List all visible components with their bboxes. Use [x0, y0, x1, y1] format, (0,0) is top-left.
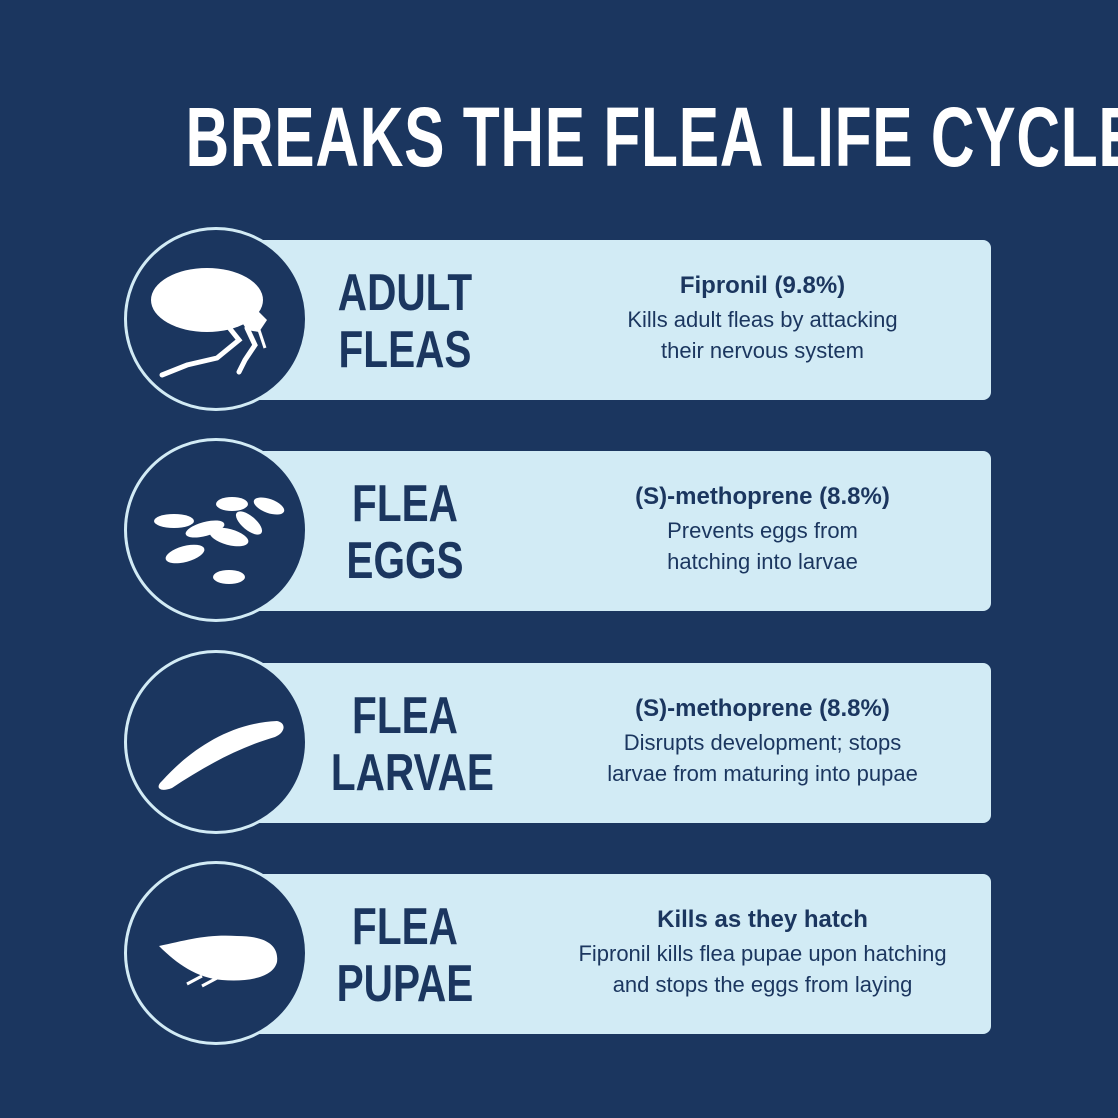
stage-row-pupae: FLEA PUPAE Kills as they hatch Fipronil … — [0, 859, 1118, 1049]
label-line: ADULT — [337, 264, 473, 322]
stage-description: Fipronil (9.8%) Kills adult fleas by att… — [540, 270, 985, 366]
description-line: Kills adult fleas by attacking — [627, 307, 898, 332]
description-line: and stops the eggs from laying — [612, 972, 913, 997]
stage-description: (S)-methoprene (8.8%) Prevents eggs from… — [540, 481, 985, 577]
label-line: LARVAE — [330, 744, 494, 802]
stage-label: ADULT FLEAS — [310, 265, 500, 379]
description-line: hatching into larvae — [667, 549, 858, 574]
ingredient-heading: (S)-methoprene (8.8%) — [635, 695, 890, 722]
description-line: Fipronil kills flea pupae upon hatching — [578, 941, 947, 966]
stage-panel — [250, 874, 991, 1034]
title-text: BREAKS THE FLEA LIFE CYCLE — [185, 90, 1118, 184]
description-line: Prevents eggs from — [667, 518, 858, 543]
stage-panel — [250, 451, 991, 611]
label-line: PUPAE — [336, 955, 474, 1013]
ingredient-heading: Kills as they hatch — [657, 906, 868, 933]
label-line: EGGS — [346, 532, 464, 590]
description-line: Disrupts development; stops — [623, 730, 902, 755]
icon-circle — [124, 438, 308, 622]
adult-flea-icon — [151, 268, 267, 378]
stage-row-adult: ADULT FLEAS Fipronil (9.8%) Kills adult … — [0, 225, 1118, 415]
label-line: FLEA — [352, 898, 458, 956]
stage-label: FLEA PUPAE — [310, 899, 500, 1013]
stage-panel — [250, 240, 991, 400]
stage-row-eggs: FLEA EGGS (S)-methoprene (8.8%) Prevents… — [0, 436, 1118, 626]
flea-eggs-icon — [154, 497, 285, 584]
stage-description: (S)-methoprene (8.8%) Disrupts developme… — [540, 693, 985, 789]
description-line: their nervous system — [661, 338, 864, 363]
stage-label: FLEA EGGS — [310, 476, 500, 590]
label-line: FLEA — [352, 687, 458, 745]
label-line: FLEAS — [338, 321, 472, 379]
ingredient-heading: (S)-methoprene (8.8%) — [635, 483, 890, 510]
flea-larva-icon — [158, 721, 284, 790]
stage-label: FLEA LARVAE — [310, 688, 500, 802]
stage-row-larvae: FLEA LARVAE (S)-methoprene (8.8%) Disrup… — [0, 648, 1118, 838]
description-line: larvae from maturing into pupae — [607, 761, 918, 786]
icon-circle — [124, 227, 308, 411]
label-line: FLEA — [352, 475, 458, 533]
page-title: BREAKS THE FLEA LIFE CYCLE — [0, 92, 1118, 182]
ingredient-heading: Fipronil (9.8%) — [679, 272, 846, 299]
stage-panel — [250, 663, 991, 823]
flea-pupa-icon — [159, 935, 278, 988]
icon-circle — [124, 650, 308, 834]
icon-circle — [124, 861, 308, 1045]
stage-description: Kills as they hatch Fipronil kills flea … — [540, 904, 985, 1000]
